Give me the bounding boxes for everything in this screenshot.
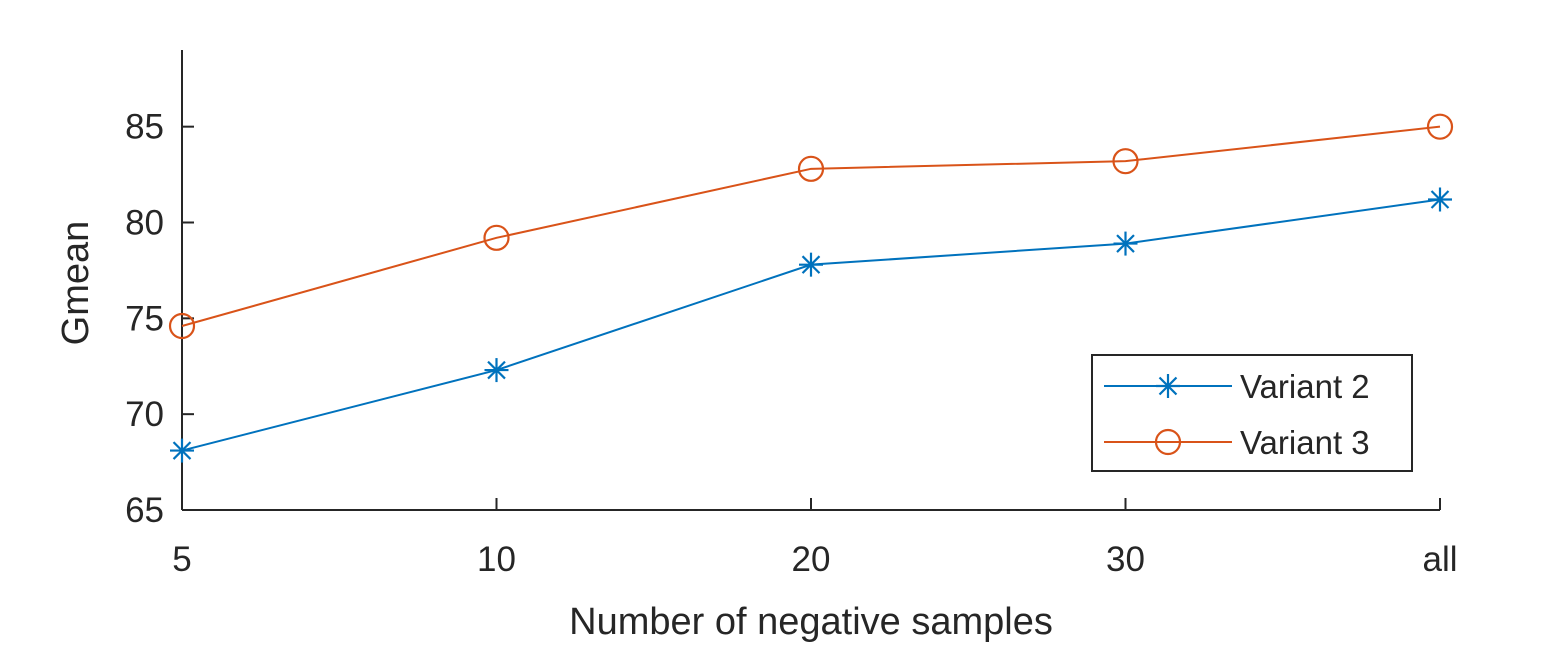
data-point-variant-2 (1428, 187, 1452, 212)
x-tick-label: 5 (172, 540, 191, 579)
y-tick-label: 80 (125, 204, 164, 243)
data-point-variant-3 (797, 155, 825, 182)
y-tick-label: 75 (125, 299, 164, 338)
data-point-variant-2 (1113, 231, 1138, 256)
legend-box (1091, 354, 1413, 472)
series-layer (168, 113, 1454, 463)
data-point-variant-2 (799, 252, 823, 277)
series-variant-3 (168, 113, 1454, 340)
y-tick-label: 85 (125, 108, 164, 147)
legend-label-variant-3: Variant 3 (1240, 424, 1370, 461)
data-point-variant-2 (170, 438, 194, 463)
y-axis-label: Gmean (55, 221, 97, 346)
series-line-variant-3 (181, 125, 1441, 327)
legend-marker-variant-3 (1154, 428, 1182, 456)
data-point-variant-3 (1112, 148, 1139, 175)
x-tick-label: 10 (477, 540, 516, 579)
data-point-variant-3 (1426, 113, 1454, 140)
legend-item-variant-2: Variant 2 (1104, 368, 1370, 405)
y-ticks: 65 70 75 80 85 (125, 108, 194, 530)
y-tick-label: 65 (125, 491, 164, 530)
data-point-variant-2 (484, 358, 509, 383)
x-tick-label: 30 (1106, 540, 1145, 579)
legend-marker-variant-2 (1156, 374, 1180, 398)
x-ticks: 5 10 20 30 all (172, 498, 1458, 579)
data-point-variant-3 (168, 312, 196, 340)
legend-label-variant-2: Variant 2 (1240, 368, 1370, 405)
y-tick-label: 70 (125, 395, 164, 434)
legend: Variant 2 Variant 3 (1091, 354, 1413, 472)
legend-item-variant-3: Variant 3 (1104, 424, 1370, 461)
x-tick-label: 20 (792, 540, 831, 579)
series-variant-2 (170, 187, 1452, 463)
data-point-variant-3 (483, 224, 510, 251)
x-tick-label: all (1422, 540, 1457, 579)
x-axis-label: Number of negative samples (569, 601, 1053, 643)
